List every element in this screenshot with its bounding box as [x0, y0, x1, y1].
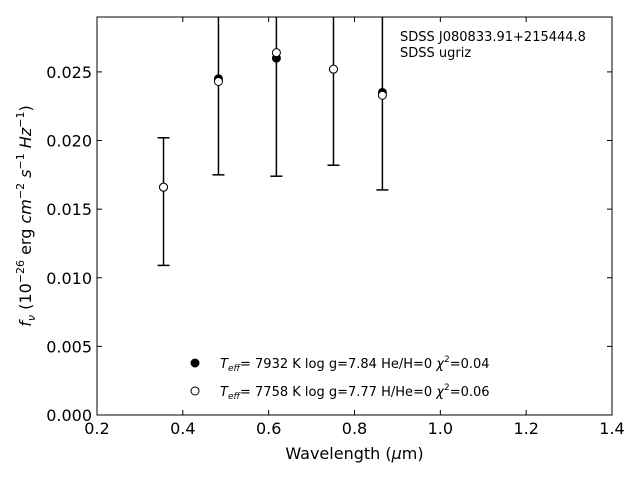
y-title-open: (10 — [16, 283, 35, 315]
y-title-erg: erg — [16, 224, 35, 260]
y-title-nu: ν — [25, 315, 38, 321]
open-model-point — [328, 64, 338, 74]
x-tick-label: 0.6 — [256, 419, 281, 438]
y-title-exp3: −1 — [14, 153, 27, 169]
legend-label: Teff= 7758 K log g=7.77 H/He=0 χ2=0.06 — [220, 383, 490, 402]
y-title-exp2: −2 — [14, 183, 27, 199]
legend-label: Teff= 7932 K log g=7.84 He/H=0 χ2=0.04 — [220, 355, 490, 374]
x-tick-label: 0.2 — [84, 419, 109, 438]
y-title-f: f — [16, 319, 35, 327]
x-tick-label: 1.4 — [599, 419, 624, 438]
y-tick-label: 0.020 — [46, 132, 92, 151]
object-name-annotation: SDSS J080833.91+215444.8 — [400, 30, 586, 45]
x-axis-title-prefix: Wavelength ( — [285, 444, 391, 463]
legend-marker — [190, 358, 200, 368]
x-tick-label: 0.4 — [170, 419, 195, 438]
y-tick-label: 0.010 — [46, 269, 92, 288]
legend-marker — [190, 386, 200, 396]
x-axis-title-suffix: m) — [402, 444, 424, 463]
y-axis-title: fν (10−26 erg cm−2 s−1 Hz−1) — [14, 105, 38, 326]
x-axis-title: Wavelength (μm) — [285, 444, 423, 463]
y-title-hz: Hz — [16, 127, 35, 153]
x-tick-label: 1.0 — [428, 419, 453, 438]
plot-frame — [96, 16, 613, 416]
open-model-point — [159, 182, 169, 192]
y-tick-label: 0.005 — [46, 337, 92, 356]
y-title-exp1: −26 — [14, 260, 27, 283]
y-title-close: ) — [16, 105, 35, 111]
y-title-exp4: −1 — [14, 112, 27, 128]
y-tick-label: 0.015 — [46, 200, 92, 219]
x-tick-label: 1.2 — [513, 419, 538, 438]
y-axis: 0.000 0.005 0.010 0.015 0.020 0.025 — [46, 63, 612, 425]
legend: Teff= 7932 K log g=7.84 He/H=0 χ2=0.04 Te… — [190, 355, 490, 402]
survey-annotation: SDSS ugriz — [400, 46, 471, 61]
y-title-s: s — [16, 170, 35, 183]
open-model-point — [213, 77, 223, 87]
open-model-point — [271, 48, 281, 58]
open-model-point — [377, 90, 387, 100]
y-title-cm: cm — [16, 199, 35, 223]
x-axis-title-mu: μ — [391, 444, 402, 463]
plot-area — [157, 17, 389, 267]
y-tick-label: 0.025 — [46, 63, 92, 82]
x-axis: 0.2 0.4 0.6 0.8 1.0 1.2 1.4 — [84, 17, 625, 438]
x-tick-label: 0.8 — [342, 419, 367, 438]
y-tick-label: 0.000 — [46, 406, 92, 425]
